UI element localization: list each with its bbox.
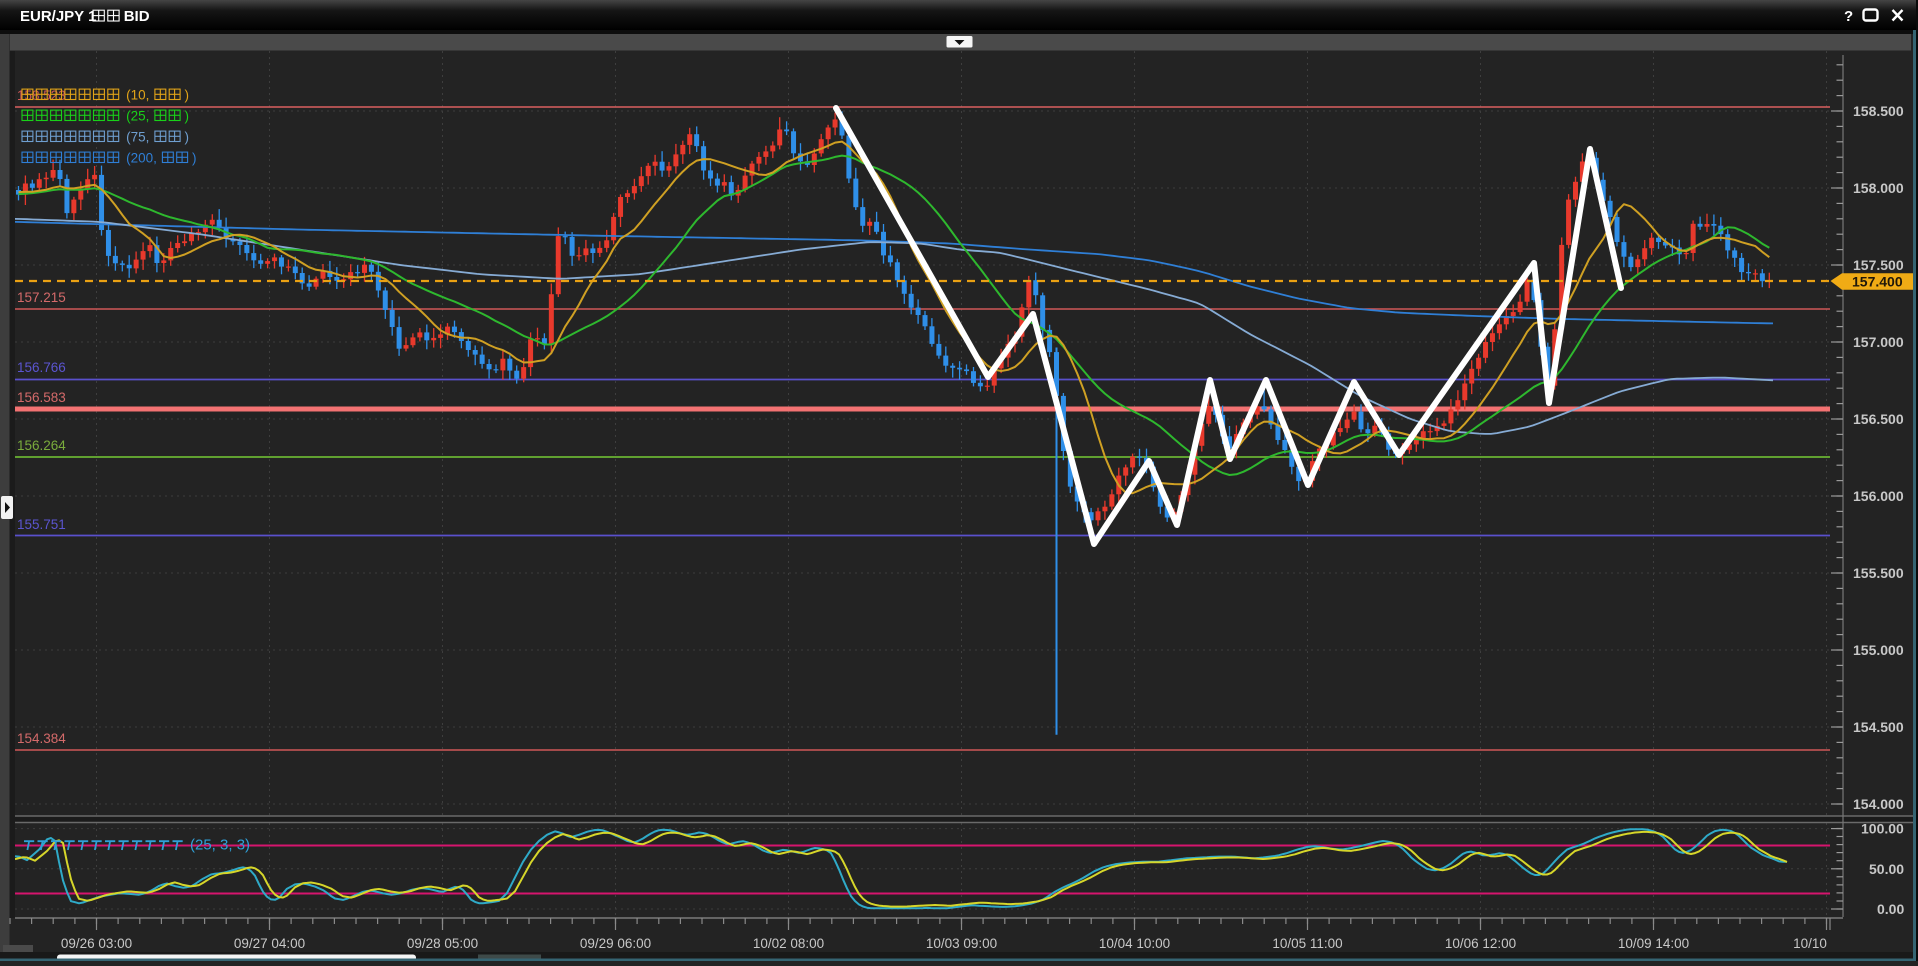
svg-text:(200,: (200, <box>126 151 157 166</box>
svg-text:155.000: 155.000 <box>1853 642 1904 658</box>
svg-text:(10,: (10, <box>126 88 149 103</box>
svg-text:157.400: 157.400 <box>1852 274 1903 290</box>
svg-text:100.00: 100.00 <box>1861 821 1904 837</box>
svg-text:10/09 14:00: 10/09 14:00 <box>1618 936 1689 951</box>
svg-text:EUR/JPY 1: EUR/JPY 1 <box>20 8 96 25</box>
svg-text:09/28 05:00: 09/28 05:00 <box>407 936 478 951</box>
svg-text:156.500: 156.500 <box>1853 411 1904 427</box>
svg-text:): ) <box>192 151 197 166</box>
svg-text:10/04 10:00: 10/04 10:00 <box>1099 936 1170 951</box>
svg-text:10/05 11:00: 10/05 11:00 <box>1272 936 1342 951</box>
svg-text:158.000: 158.000 <box>1853 180 1904 196</box>
svg-text:10/03 09:00: 10/03 09:00 <box>926 936 997 951</box>
svg-text:157.000: 157.000 <box>1853 334 1904 350</box>
svg-text:BID: BID <box>124 8 150 25</box>
svg-text:10/02 08:00: 10/02 08:00 <box>753 936 824 951</box>
svg-text:156.000: 156.000 <box>1853 488 1904 504</box>
svg-text:(75,: (75, <box>126 130 149 145</box>
svg-text:(25,: (25, <box>126 109 149 124</box>
svg-text:155.500: 155.500 <box>1853 565 1904 581</box>
svg-text:154.000: 154.000 <box>1853 796 1904 812</box>
svg-text:09/27 04:00: 09/27 04:00 <box>234 936 305 951</box>
svg-text:0.00: 0.00 <box>1877 901 1904 917</box>
svg-text:50.00: 50.00 <box>1869 861 1904 877</box>
svg-text:154.500: 154.500 <box>1853 719 1904 735</box>
svg-text:?: ? <box>1844 8 1853 25</box>
svg-text:154.384: 154.384 <box>17 731 66 746</box>
svg-text:156.264: 156.264 <box>17 438 66 453</box>
svg-text:): ) <box>185 109 190 124</box>
svg-text:156.766: 156.766 <box>17 360 66 375</box>
svg-text:): ) <box>185 88 190 103</box>
svg-text:): ) <box>185 130 190 145</box>
svg-text:(25, 3, 3): (25, 3, 3) <box>190 837 250 854</box>
svg-text:155.751: 155.751 <box>17 517 66 532</box>
svg-text:10/06 12:00: 10/06 12:00 <box>1445 936 1516 951</box>
svg-text:09/26 03:00: 09/26 03:00 <box>61 936 132 951</box>
svg-text:156.583: 156.583 <box>17 390 66 405</box>
svg-text:157.500: 157.500 <box>1853 257 1904 273</box>
svg-text:157.215: 157.215 <box>17 290 66 305</box>
svg-text:158.500: 158.500 <box>1853 103 1904 119</box>
svg-text:09/29 06:00: 09/29 06:00 <box>580 936 651 951</box>
svg-text:10/10: 10/10 <box>1793 936 1827 951</box>
